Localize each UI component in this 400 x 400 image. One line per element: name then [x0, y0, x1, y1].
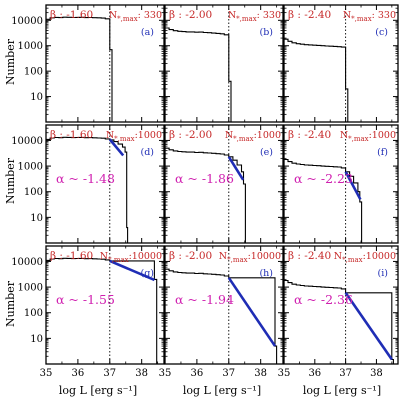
nmax-label: N*,max: 330	[109, 10, 162, 23]
nmax-label: N*,max:1000	[106, 130, 162, 143]
x-tick-label: 36	[191, 368, 204, 379]
beta-label: β : -1.60	[50, 9, 93, 21]
panel-frame	[164, 4, 284, 123]
histogram-series	[46, 16, 113, 122]
fit-line	[108, 138, 125, 157]
alpha-label: α ~ -1.94	[175, 292, 234, 307]
panel-letter: (a)	[141, 27, 154, 38]
nmax-label: N*,max: 330	[343, 10, 396, 23]
x-axis-title-col-2: log L [erg s⁻¹]	[183, 384, 261, 397]
x-tick-label: 37	[222, 368, 235, 379]
alpha-label: α ~ -1.48	[56, 171, 115, 186]
panel-e: β : -2.00 N*,max:1000 (e) α ~ -1.86	[164, 124, 284, 244]
panel-frame	[45, 4, 165, 123]
panel-i: 35 36 37 38 β : -2.40 N*,max:10000 (i) α ~ -2.3…	[278, 245, 399, 379]
y-tick-label: 100	[24, 67, 43, 78]
y-axis-title-row-3: Number	[4, 280, 17, 327]
x-tick-label: 38	[135, 368, 148, 379]
x-tick-label: 37	[103, 368, 116, 379]
beta-label: β : -1.60	[50, 250, 93, 262]
histogram-series	[284, 158, 363, 243]
y-tick-label: 100	[24, 308, 43, 319]
fit-line	[227, 277, 277, 347]
histogram-series	[165, 147, 246, 243]
x-tick-label: 37	[339, 368, 352, 379]
y-tick-label: 10000	[11, 16, 43, 27]
y-tick-label: 10000	[11, 257, 43, 268]
fit-line	[109, 259, 155, 282]
histogram-series	[165, 27, 232, 122]
panels: 10 100 1000 10000 β : -1.60 N*,max: 330 (a) β :…	[11, 4, 399, 379]
beta-label: β : -2.00	[169, 9, 212, 21]
x-tick-label: 36	[308, 368, 321, 379]
panel-letter: (c)	[375, 27, 388, 38]
nmax-label: N*,max:1000	[340, 130, 396, 143]
y-tick-label: 10000	[11, 136, 43, 147]
fit-line	[344, 171, 362, 201]
alpha-label: α ~ -1.55	[56, 292, 115, 307]
x-axis-title-col-3: log L [erg s⁻¹]	[303, 384, 381, 397]
x-axis-title-col-1: log L [erg s⁻¹]	[59, 384, 137, 397]
alpha-label: α ~ -2.23	[294, 171, 353, 186]
fit-line	[227, 156, 245, 181]
beta-label: β : -2.40	[288, 250, 331, 262]
x-tick-label: 35	[278, 368, 291, 379]
panel-letter: (b)	[260, 27, 274, 38]
panel-a: 10 100 1000 10000 β : -1.60 N*,max: 330 (a)	[11, 4, 165, 123]
y-tick-label: 10	[30, 334, 43, 345]
panel-b: β : -2.00 N*,max: 330 (b)	[164, 4, 284, 123]
histogram-series	[46, 257, 158, 364]
x-tick-label: 35	[40, 368, 53, 379]
panel-letter: (h)	[259, 268, 273, 279]
alpha-label: α ~ -2.36	[294, 292, 353, 307]
panel-c: β : -2.40 N*,max: 330 (c)	[283, 4, 399, 123]
beta-label: β : -2.40	[288, 9, 331, 21]
y-tick-label: 1000	[18, 162, 43, 173]
panel-g: 10 100 1000 10000 35 36 37 38 β : -1.60 N*,max:10…	[11, 245, 165, 379]
nmax-label: N*,max:10000	[334, 251, 396, 264]
nmax-label: N*,max:1000	[225, 130, 281, 143]
y-tick-label: 10	[30, 213, 43, 224]
nmax-label: N*,max:10000	[219, 251, 281, 264]
x-tick-label: 36	[72, 368, 85, 379]
panel-letter: (g)	[141, 268, 155, 279]
panel-frame	[283, 4, 399, 123]
panel-letter: (i)	[378, 268, 388, 279]
y-tick-label: 10	[30, 92, 43, 103]
y-tick-label: 1000	[18, 41, 43, 52]
nmax-label: N*,max:10000	[100, 251, 162, 264]
y-axis-title-row-1: Number	[4, 38, 17, 85]
panel-letter: (e)	[260, 147, 273, 158]
y-tick-label: 1000	[18, 283, 43, 294]
panel-d: 10 100 1000 10000 β : -1.60 N*,max:1000 (d) α ~…	[11, 124, 165, 244]
x-tick-label: 35	[159, 368, 172, 379]
x-tick-label: 38	[370, 368, 383, 379]
beta-label: β : -2.40	[288, 129, 331, 141]
histogram-series	[284, 279, 394, 364]
alpha-label: α ~ -1.86	[175, 171, 234, 186]
x-tick-label: 38	[254, 368, 267, 379]
histogram-series	[165, 268, 278, 364]
y-axis-title-row-2: Number	[4, 157, 17, 204]
panel-h: 35 36 37 38 β : -2.00 N*,max:10000 (h) α ~ -1.9…	[159, 245, 284, 379]
y-tick-label: 100	[24, 187, 43, 198]
beta-label: β : -2.00	[169, 129, 212, 141]
nmax-label: N*,max: 330	[228, 10, 281, 23]
panel-letter: (f)	[377, 147, 388, 158]
beta-label: β : -2.00	[169, 250, 212, 262]
histogram-series	[46, 136, 129, 243]
panel-f: β : -2.40 N*,max:1000 (f) α ~ -2.23	[283, 124, 399, 244]
panel-letter: (d)	[141, 147, 155, 158]
beta-label: β : -1.60	[50, 129, 93, 141]
histogram-series	[284, 38, 349, 122]
fit-line	[344, 292, 393, 361]
